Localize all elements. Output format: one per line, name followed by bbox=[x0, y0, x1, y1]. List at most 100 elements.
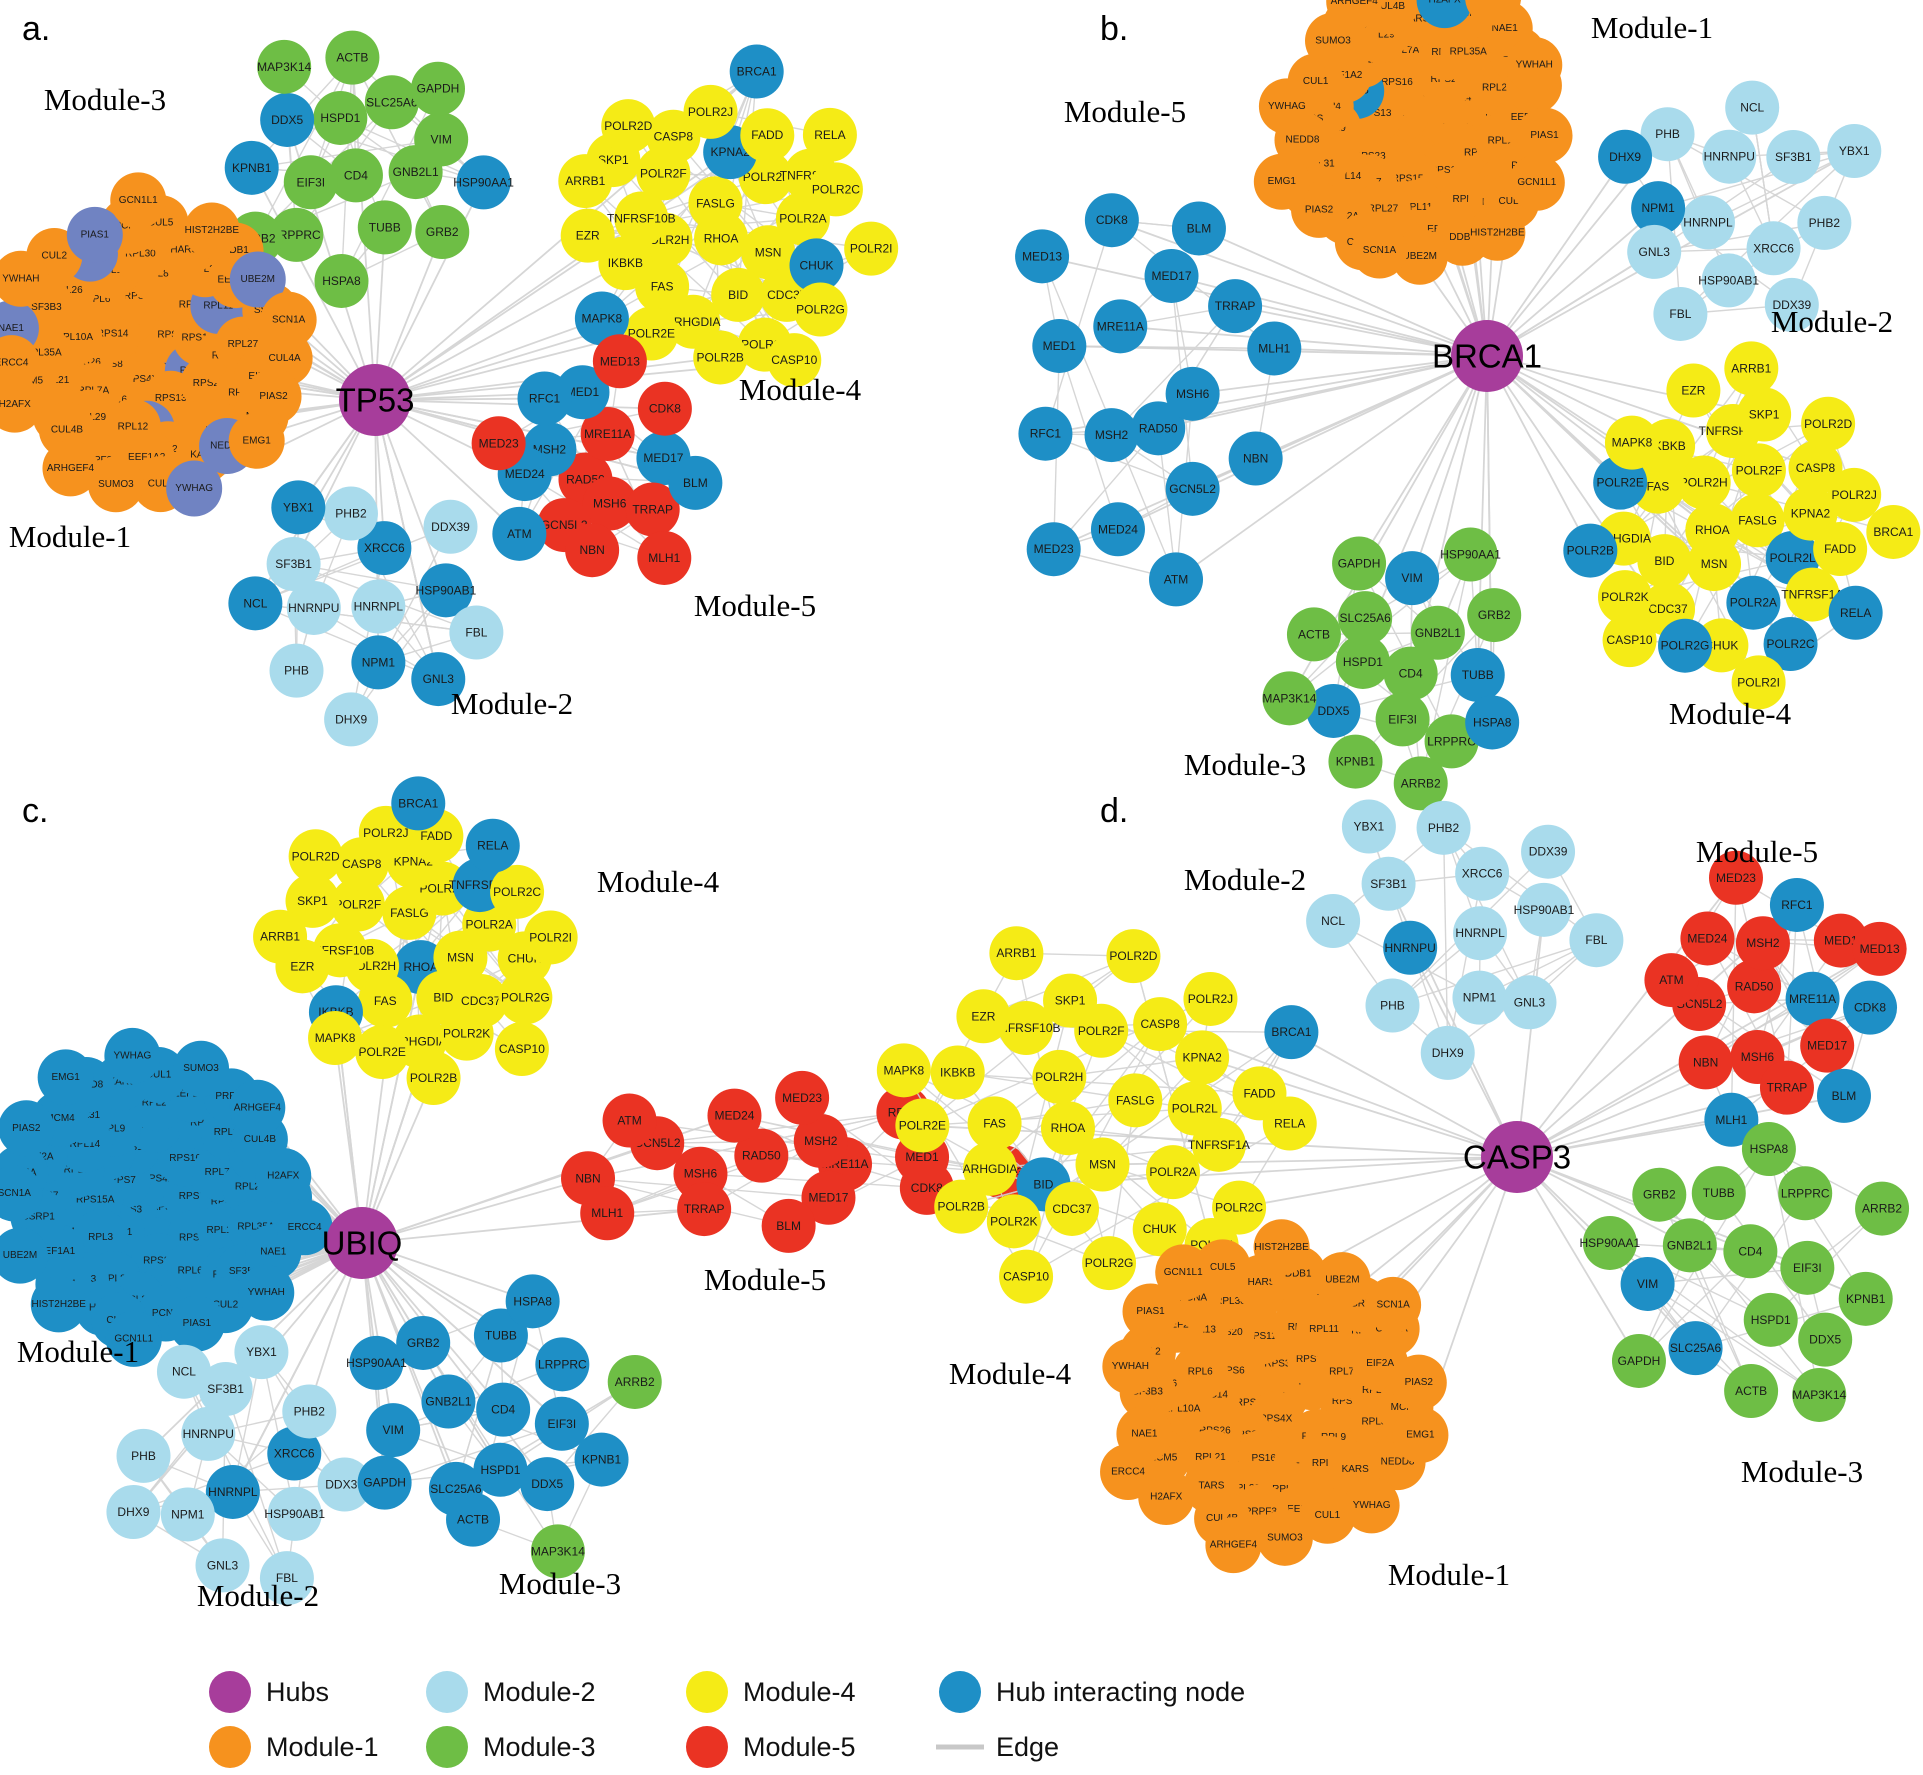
legend-item: Edge bbox=[936, 1732, 1059, 1762]
network-node bbox=[476, 1382, 531, 1437]
network-node bbox=[1828, 585, 1883, 640]
network-node bbox=[1453, 906, 1508, 961]
network-node bbox=[106, 1484, 161, 1539]
node-label: FAS bbox=[651, 280, 674, 294]
network-node bbox=[87, 456, 144, 513]
node-label: FBL bbox=[1669, 307, 1691, 321]
network-node bbox=[560, 208, 615, 263]
network-node bbox=[580, 1186, 635, 1241]
node-label: RPL13 bbox=[1488, 136, 1519, 147]
node-label: FADD bbox=[420, 829, 452, 843]
node-label: HIST2H2BE bbox=[1254, 1242, 1309, 1253]
node-label: ARHGEF4 bbox=[1210, 1540, 1258, 1551]
node-label: HIST2H2BE bbox=[32, 1299, 87, 1310]
node-label: HNRNPL bbox=[1683, 215, 1733, 229]
network-node bbox=[66, 206, 123, 263]
legend-swatch-module4 bbox=[686, 1671, 728, 1713]
network-node bbox=[1506, 37, 1563, 94]
node-label: ARRB1 bbox=[1731, 361, 1771, 375]
network-node bbox=[1727, 959, 1782, 1014]
legend-swatch-hub bbox=[209, 1671, 251, 1713]
edge bbox=[255, 526, 451, 604]
node-label: DDX39 bbox=[1529, 845, 1568, 859]
node-label: RPL7A bbox=[1388, 45, 1420, 56]
node-label: RPS20 bbox=[143, 1255, 175, 1266]
module-label: Module-4 bbox=[739, 372, 862, 407]
node-label: H2AFX bbox=[0, 399, 31, 410]
network-node bbox=[1043, 973, 1098, 1028]
node-label: PHB2 bbox=[335, 507, 367, 521]
node-label: MED1 bbox=[566, 385, 600, 399]
node-label: POLR2A bbox=[1730, 596, 1777, 610]
network-node bbox=[1015, 229, 1070, 284]
network-node bbox=[1838, 1271, 1893, 1326]
panel-letter: a. bbox=[22, 10, 50, 48]
network-node bbox=[1521, 824, 1576, 879]
node-label: POLR2K bbox=[1601, 590, 1648, 604]
legend-item: Module-2 bbox=[426, 1671, 596, 1713]
node-label: MSN bbox=[447, 951, 474, 965]
network-node bbox=[1416, 800, 1471, 855]
network-node bbox=[1701, 253, 1756, 308]
network-node bbox=[330, 877, 385, 932]
node-label: POLR2C bbox=[1215, 1201, 1263, 1215]
node-label: HNRNPU bbox=[183, 1427, 234, 1441]
node-label: GNB2L1 bbox=[393, 165, 439, 179]
node-label: LRPPRC bbox=[538, 1357, 587, 1371]
node-label: HARS bbox=[170, 245, 198, 256]
node-label: RAD50 bbox=[1139, 421, 1178, 435]
node-label: MLH1 bbox=[648, 551, 680, 565]
node-label: POLR2I bbox=[529, 930, 572, 944]
network-node bbox=[895, 1098, 950, 1153]
node-label: GAPDH bbox=[363, 1476, 406, 1490]
edge bbox=[1447, 873, 1483, 1054]
network-node bbox=[1026, 522, 1081, 577]
network-node bbox=[198, 1362, 253, 1417]
node-label: EIF3I bbox=[1793, 1261, 1822, 1275]
node-label: RPS16 bbox=[1381, 77, 1413, 88]
network-node bbox=[1132, 1202, 1187, 1257]
node-label: MAPK8 bbox=[883, 1063, 924, 1077]
network-node bbox=[492, 506, 547, 561]
node-label: VIM bbox=[383, 1423, 404, 1437]
module-label: Module-5 bbox=[704, 1262, 826, 1297]
node-label: PIAS1 bbox=[183, 1318, 212, 1329]
node-label: YWHAG bbox=[1268, 101, 1306, 112]
hub-edge bbox=[374, 134, 768, 401]
node-label: CASP10 bbox=[771, 353, 817, 367]
node-label: LRPPRC bbox=[1781, 1186, 1830, 1200]
node-label: SF3B1 bbox=[1370, 877, 1407, 891]
node-label: POLR2H bbox=[1035, 1070, 1083, 1084]
node-label: H2AFX bbox=[1428, 0, 1461, 6]
node-label: HNRNPL bbox=[354, 600, 404, 614]
node-label: MSH6 bbox=[593, 497, 627, 511]
node-label: GNB2L1 bbox=[1415, 626, 1461, 640]
hub-node bbox=[326, 1207, 398, 1279]
node-label: DDX39 bbox=[1772, 298, 1811, 312]
network-node bbox=[1785, 971, 1840, 1026]
node-label: ARHGEF4 bbox=[1331, 0, 1379, 7]
node-label: EIF2A bbox=[1366, 1358, 1394, 1369]
hub-label: BRCA1 bbox=[1432, 338, 1542, 375]
node-label: CUL1 bbox=[1315, 1510, 1341, 1521]
node-label: MSH6 bbox=[684, 1167, 718, 1181]
module-label: Module-4 bbox=[597, 864, 720, 899]
module-label: Module-3 bbox=[1741, 1454, 1863, 1489]
node-label: YWHAH bbox=[1516, 60, 1553, 71]
node-label: SCN1A bbox=[1363, 245, 1397, 256]
node-label: TARS bbox=[1403, 14, 1429, 25]
module-label: Module-2 bbox=[197, 1578, 319, 1613]
node-label: PHB bbox=[284, 664, 309, 678]
network-node bbox=[439, 1006, 494, 1061]
network-node bbox=[1843, 980, 1898, 1035]
node-label: RPL7A bbox=[205, 1167, 237, 1178]
edge bbox=[1768, 1148, 1867, 1300]
hub-edge bbox=[361, 1242, 548, 1485]
network-node bbox=[1045, 1181, 1100, 1236]
node-label: RPL9 bbox=[100, 1123, 125, 1134]
node-label: TRRAP bbox=[632, 502, 673, 516]
hub-edge bbox=[361, 966, 422, 1244]
node-label: MCM4 bbox=[1391, 1402, 1421, 1413]
network-node bbox=[1743, 1292, 1798, 1347]
